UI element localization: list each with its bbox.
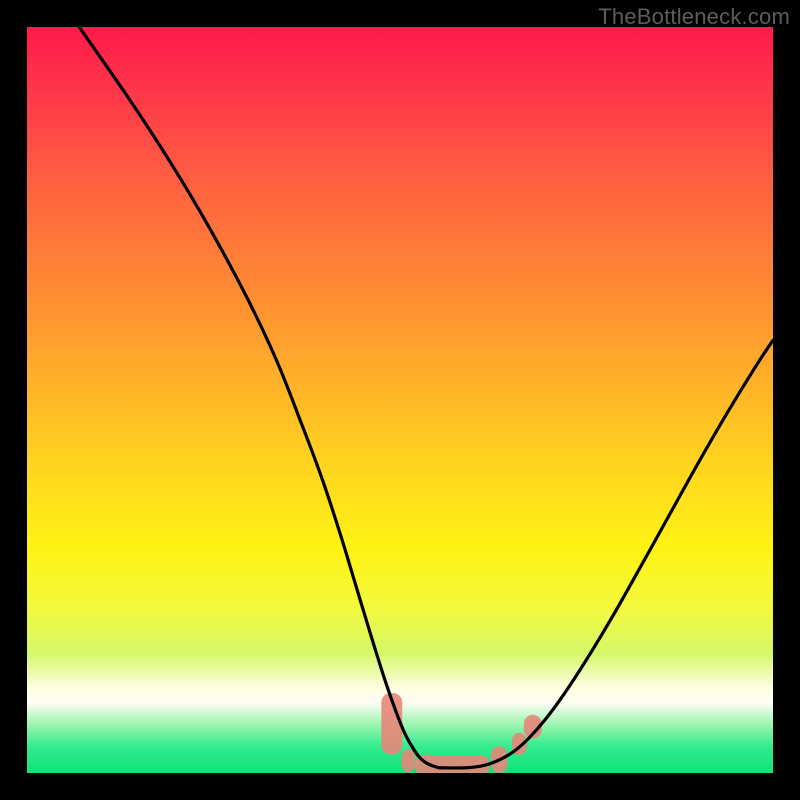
bottleneck-curve-chart	[0, 0, 800, 800]
chart-canvas: TheBottleneck.com	[0, 0, 800, 800]
chart-background-gradient	[27, 27, 773, 773]
valley-marker	[401, 749, 414, 773]
